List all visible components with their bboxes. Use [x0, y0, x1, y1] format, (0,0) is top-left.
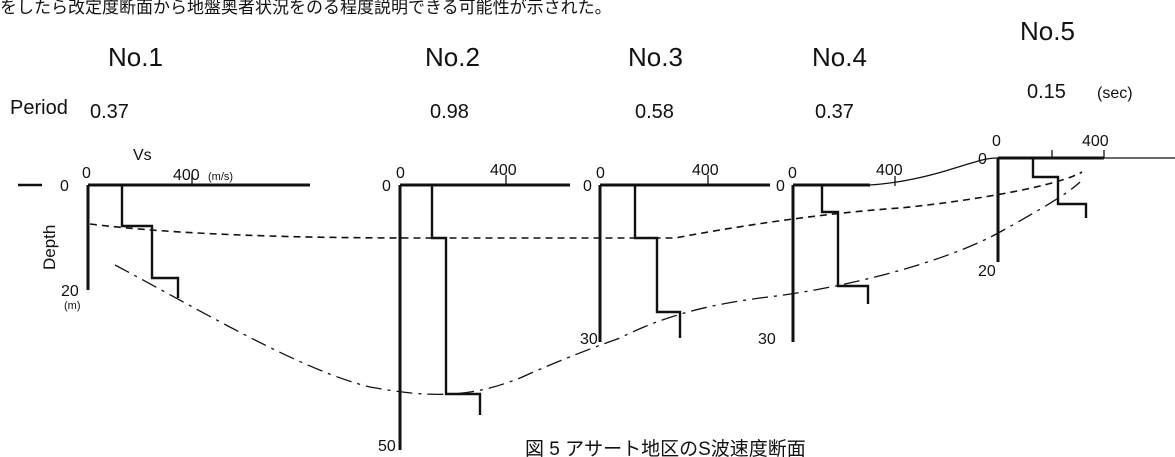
depth-axis-label: Depth — [40, 225, 59, 270]
upper-layer-boundary — [89, 171, 1083, 239]
axis-zero-label: 0 — [596, 165, 605, 182]
vs-profile-line — [120, 185, 180, 298]
depth-max-label: 30 — [758, 331, 776, 348]
period-value: 0.37 — [815, 101, 854, 123]
depth-max-label: 20 — [61, 283, 79, 300]
bedrock-boundary — [114, 181, 1081, 395]
period-value: 0.58 — [635, 101, 674, 123]
site-no2: No.2 0.98 0 400 0 50 — [378, 42, 570, 455]
axis-zero-left-label: 0 — [382, 178, 391, 195]
vs-profile-line — [1031, 158, 1088, 218]
vs-profile-line — [430, 185, 482, 415]
vs-unit-label: (m/s) — [208, 171, 233, 183]
axis-zero-left-label: 0 — [776, 178, 785, 195]
depth-max-label: 30 — [580, 331, 598, 348]
axis-max-label: 400 — [876, 162, 903, 179]
header-text: をしたら改定度断面から地盤奥者状況をのる程度説明できる可能性が示された。 — [0, 0, 612, 17]
vs-profile-line — [820, 185, 870, 304]
period-value: 0.37 — [90, 101, 129, 123]
vs-profile-line — [633, 185, 682, 338]
figure-caption: 図 5 アサート地区のS波速度断面 — [525, 438, 806, 457]
sec-unit-label: (sec) — [1097, 85, 1133, 102]
site-name: No.1 — [108, 42, 163, 72]
site-name: No.2 — [425, 42, 480, 72]
site-no5: No.5 0.15 (sec) 0 400 0 20 — [978, 16, 1133, 280]
site-name: No.5 — [1020, 16, 1075, 46]
depth-unit-label: (m) — [64, 300, 81, 312]
axis-max-label: 400 — [1082, 133, 1109, 150]
site-no3: No.3 0.58 0 400 0 30 — [580, 42, 770, 348]
vs-label: Vs — [133, 147, 152, 164]
axis-max-label: 400 — [490, 162, 517, 179]
ground-zero-label: 0 — [60, 178, 69, 195]
depth-max-label: 20 — [978, 263, 996, 280]
axis-max-label: 400 — [692, 162, 719, 179]
axis-zero-label: 0 — [82, 165, 91, 182]
period-value: 0.15 — [1027, 81, 1066, 103]
axis-zero-label: 0 — [396, 165, 405, 182]
axis-zero-left-label: 0 — [978, 151, 987, 168]
axis-zero-label: 0 — [992, 133, 1001, 150]
site-name: No.3 — [628, 42, 683, 72]
site-name: No.4 — [812, 42, 867, 72]
depth-max-label: 50 — [378, 438, 396, 455]
axis-zero-left-label: 0 — [583, 178, 592, 195]
period-label: Period — [10, 97, 68, 119]
site-no4: No.4 0.37 0 400 0 30 — [758, 42, 903, 348]
axis-max-label: 400 — [173, 167, 200, 184]
ground-surface-line — [869, 157, 1175, 186]
axis-zero-label: 0 — [788, 165, 797, 182]
site-no1: No.1 Period 0.37 Vs 0 400 (m/s) Depth 20… — [10, 42, 310, 312]
period-value: 0.98 — [430, 101, 469, 123]
